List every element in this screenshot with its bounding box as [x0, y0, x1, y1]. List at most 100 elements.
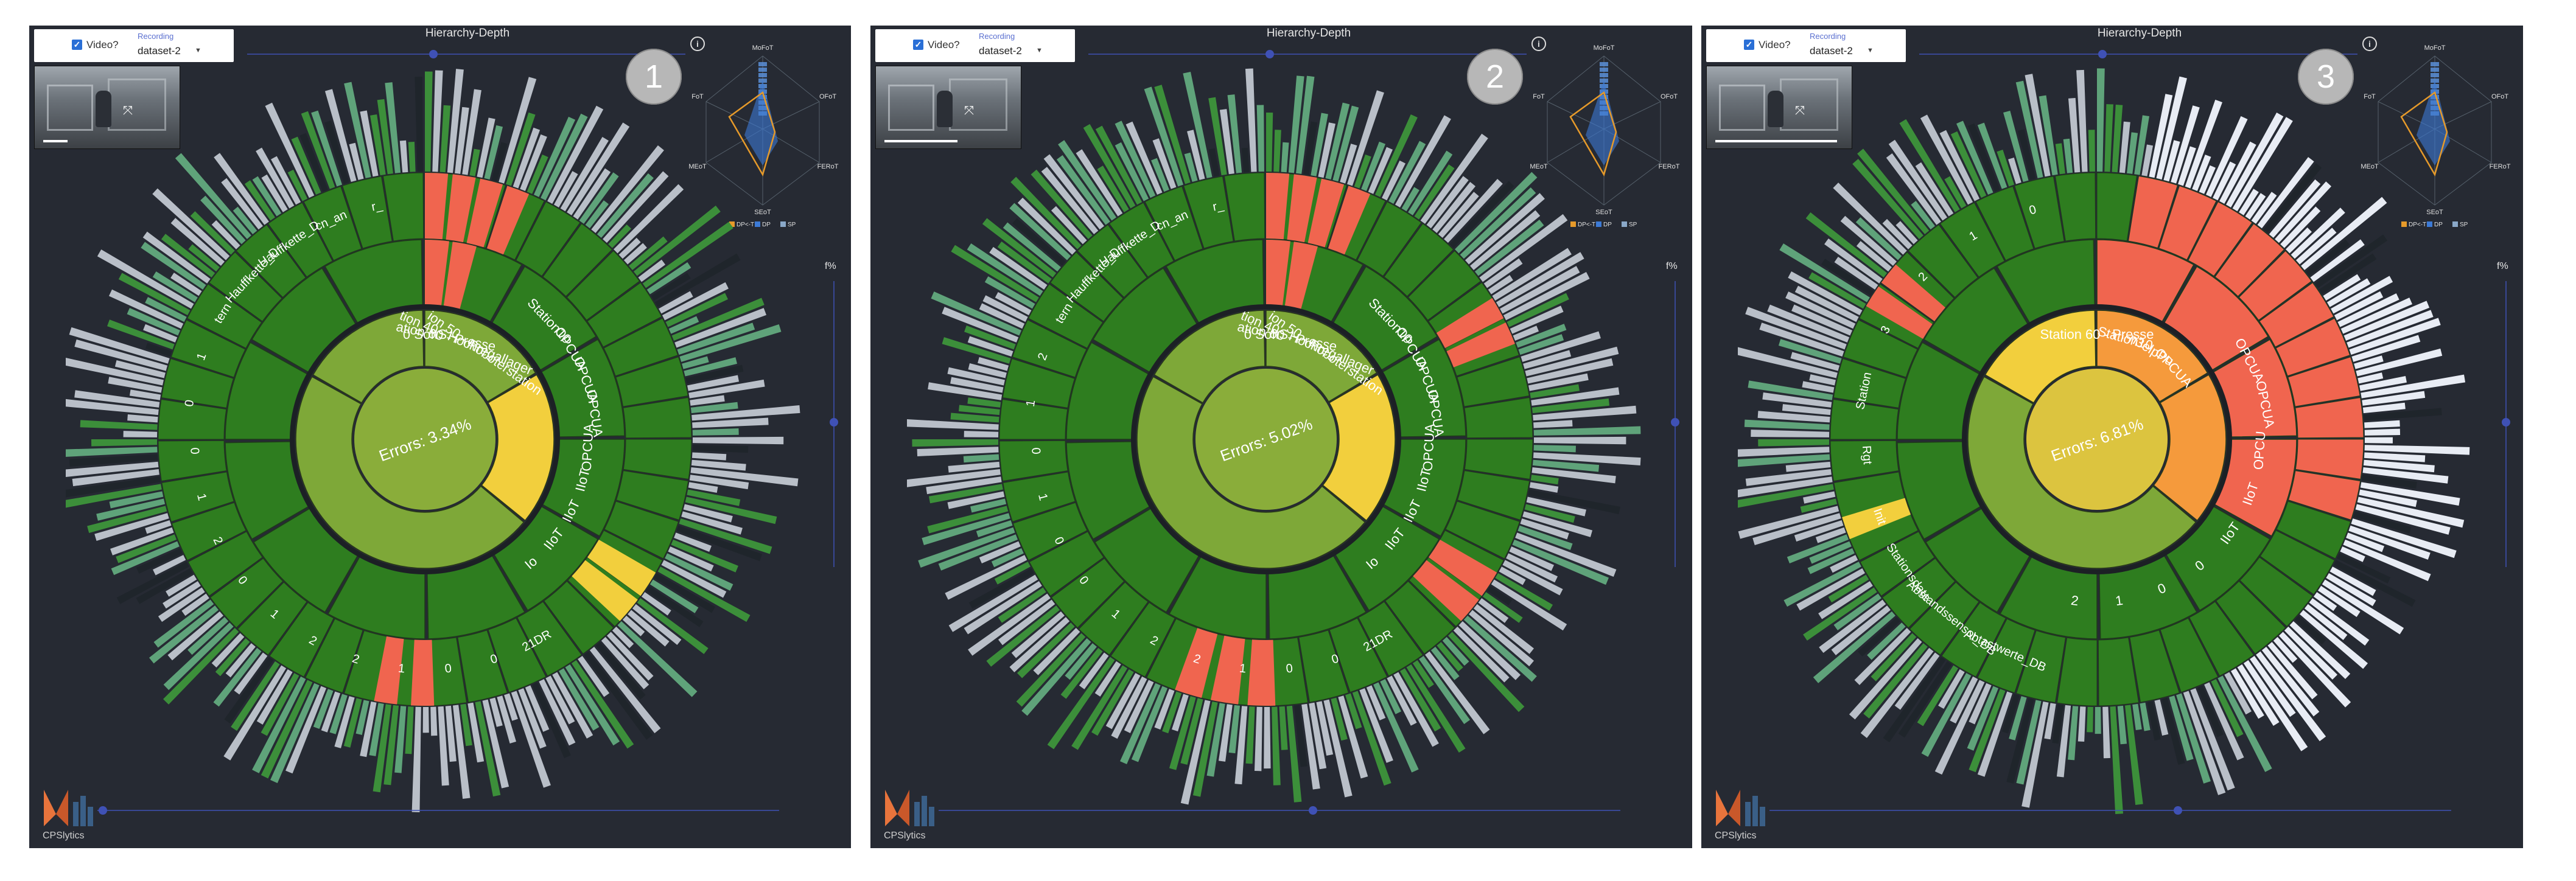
sunburst-leaf-segment[interactable]: [1060, 647, 1103, 699]
sunburst-leaf-segment[interactable]: [1169, 696, 1196, 770]
sunburst-leaf-segment[interactable]: [539, 679, 576, 746]
sunburst-leaf-segment[interactable]: [1345, 693, 1362, 730]
sunburst-leaf-segment[interactable]: [1840, 215, 1897, 266]
sunburst-segment[interactable]: [1977, 618, 2035, 694]
sunburst-leaf-segment[interactable]: [1395, 115, 1451, 207]
sunburst-leaf-segment[interactable]: [1977, 691, 2013, 777]
sunburst-leaf-segment[interactable]: [547, 105, 604, 204]
sunburst-leaf-segment[interactable]: [2225, 113, 2284, 207]
sunburst-segment[interactable]: [1457, 357, 1530, 407]
sunburst-segment[interactable]: [2056, 637, 2098, 706]
fullscreen-icon[interactable]: ⤧: [1795, 104, 1805, 117]
sunburst-leaf-segment[interactable]: [506, 112, 536, 186]
sunburst-leaf-segment[interactable]: [1533, 452, 1641, 465]
sunburst-leaf-segment[interactable]: [2077, 706, 2086, 742]
sunburst-segment[interactable]: [457, 630, 508, 703]
sunburst-leaf-segment[interactable]: [1506, 553, 1558, 583]
sunburst-leaf-segment[interactable]: [579, 172, 619, 224]
sunburst-leaf-segment[interactable]: [1152, 138, 1177, 189]
sunburst-leaf-segment[interactable]: [942, 337, 1011, 364]
sunburst-leaf-segment[interactable]: [1860, 647, 1934, 738]
sunburst-leaf-segment[interactable]: [467, 702, 485, 763]
sunburst-leaf-segment[interactable]: [1094, 661, 1121, 697]
sunburst-segment[interactable]: [2239, 557, 2314, 627]
sunburst-leaf-segment[interactable]: [66, 399, 159, 416]
sunburst-leaf-segment[interactable]: [1438, 192, 1479, 238]
sunburst-leaf-segment[interactable]: [1748, 380, 1833, 400]
sunburst-leaf-segment[interactable]: [692, 445, 749, 453]
sunburst-segment[interactable]: [1445, 501, 1521, 559]
sunburst-leaf-segment[interactable]: [1079, 652, 1109, 689]
sunburst-segment[interactable]: [342, 176, 393, 249]
sunburst-leaf-segment[interactable]: [1374, 114, 1418, 197]
sunburst-leaf-segment[interactable]: [321, 691, 341, 733]
sunburst-segment[interactable]: [1843, 319, 1918, 378]
sunburst-leaf-segment[interactable]: [213, 647, 262, 707]
sunburst-leaf-segment[interactable]: [116, 562, 189, 604]
sunburst-leaf-segment[interactable]: [1898, 661, 1952, 738]
sunburst-leaf-segment[interactable]: [161, 234, 215, 277]
sunburst-segment[interactable]: [171, 502, 247, 561]
sunburst-leaf-segment[interactable]: [1531, 467, 1616, 484]
sunburst-leaf-segment[interactable]: [2190, 688, 2235, 791]
sunburst-leaf-segment[interactable]: [967, 336, 1013, 357]
sunburst-leaf-segment[interactable]: [369, 703, 384, 756]
sunburst-leaf-segment[interactable]: [1387, 675, 1417, 726]
sunburst-leaf-segment[interactable]: [1097, 165, 1129, 212]
sunburst-leaf-segment[interactable]: [552, 672, 593, 739]
sunburst-leaf-segment[interactable]: [1759, 322, 1844, 357]
sunburst-highlight-segment[interactable]: [446, 174, 476, 243]
sunburst-leaf-segment[interactable]: [2006, 698, 2034, 784]
sunburst-leaf-segment[interactable]: [1340, 144, 1357, 184]
sunburst-leaf-segment[interactable]: [674, 308, 767, 348]
sunburst-leaf-segment[interactable]: [1767, 304, 1850, 343]
sunburst-leaf-segment[interactable]: [2323, 274, 2361, 301]
sunburst-leaf-segment[interactable]: [2364, 408, 2442, 421]
sunburst-leaf-segment[interactable]: [1997, 149, 2015, 187]
sunburst-leaf-segment[interactable]: [978, 357, 1009, 371]
sunburst-leaf-segment[interactable]: [2117, 705, 2127, 745]
sunburst-leaf-segment[interactable]: [2351, 335, 2421, 362]
sunburst-leaf-segment[interactable]: [1500, 266, 1580, 314]
sunburst-leaf-segment[interactable]: [968, 593, 1051, 656]
sunburst-segment[interactable]: [425, 637, 467, 706]
sunburst-segment[interactable]: [1984, 310, 2096, 404]
sunburst-leaf-segment[interactable]: [2097, 68, 2105, 172]
sunburst-highlight-segment[interactable]: [425, 173, 449, 240]
sunburst-leaf-segment[interactable]: [445, 705, 457, 762]
sunburst-leaf-segment[interactable]: [80, 420, 158, 430]
sunburst-leaf-segment[interactable]: [2286, 227, 2312, 254]
sunburst-segment[interactable]: [587, 282, 662, 347]
sunburst-leaf-segment[interactable]: [2280, 206, 2321, 248]
sunburst-leaf-segment[interactable]: [1800, 498, 1838, 513]
sunburst-leaf-segment[interactable]: [1009, 203, 1071, 260]
sunburst-leaf-segment[interactable]: [1833, 593, 1881, 631]
sunburst-leaf-segment[interactable]: [1813, 611, 1895, 683]
sunburst-chart[interactable]: Errors: 3.34% 0 SoftS ation 60 - Presse tio…: [66, 62, 808, 817]
sunburst-segment[interactable]: [604, 501, 679, 559]
sunburst-segment[interactable]: [516, 201, 581, 277]
sunburst-segment[interactable]: [209, 558, 284, 629]
chevron-down-icon[interactable]: ▼: [195, 47, 201, 54]
sunburst-leaf-segment[interactable]: [214, 153, 269, 225]
sunburst-leaf-segment[interactable]: [1125, 121, 1163, 195]
sunburst-leaf-segment[interactable]: [422, 706, 429, 733]
sunburst-leaf-segment[interactable]: [1017, 197, 1076, 255]
sunburst-leaf-segment[interactable]: [1478, 598, 1509, 623]
sunburst-leaf-segment[interactable]: [1513, 326, 1539, 341]
sunburst-leaf-segment[interactable]: [654, 573, 716, 613]
sunburst-leaf-segment[interactable]: [108, 377, 163, 393]
sunburst-leaf-segment[interactable]: [942, 307, 1019, 343]
sunburst-leaf-segment[interactable]: [1944, 176, 1967, 209]
sunburst-leaf-segment[interactable]: [2192, 155, 2211, 192]
sunburst-leaf-segment[interactable]: [163, 628, 239, 705]
sunburst-segment[interactable]: [1028, 284, 1104, 349]
sunburst-leaf-segment[interactable]: [1512, 539, 1609, 585]
sunburst-leaf-segment[interactable]: [1917, 665, 1959, 726]
sunburst-segment[interactable]: [158, 440, 227, 482]
sunburst-leaf-segment[interactable]: [979, 541, 1021, 564]
sunburst-segment[interactable]: [2128, 175, 2179, 249]
sunburst-leaf-segment[interactable]: [2251, 192, 2277, 224]
sunburst-leaf-segment[interactable]: [1921, 673, 1972, 757]
sunburst-leaf-segment[interactable]: [560, 137, 609, 212]
